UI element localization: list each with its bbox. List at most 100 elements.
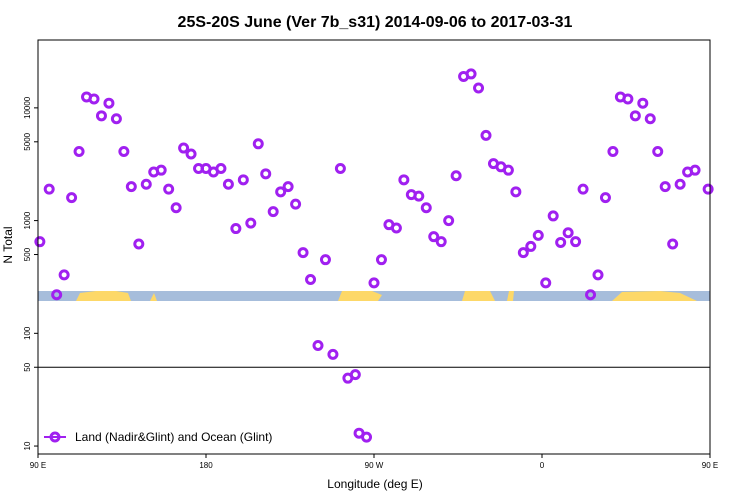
data-point: [110, 113, 122, 125]
data-point: [607, 146, 619, 158]
data-point: [547, 210, 559, 222]
data-point: [629, 110, 641, 122]
data-point: [390, 222, 402, 234]
x-tick-label: 0: [540, 461, 545, 470]
data-point: [133, 238, 145, 250]
data-point: [125, 181, 137, 193]
data-point: [327, 348, 339, 360]
data-point: [368, 277, 380, 289]
data-point: [420, 202, 432, 214]
data-point: [577, 183, 589, 195]
data-point: [103, 97, 115, 109]
data-point: [178, 142, 190, 154]
data-point: [312, 339, 324, 351]
data-point: [428, 231, 440, 243]
data-point: [334, 162, 346, 174]
data-point: [562, 227, 574, 239]
data-point: [275, 186, 287, 198]
data-point: [375, 254, 387, 266]
data-point: [163, 183, 175, 195]
data-point: [95, 110, 107, 122]
land-region: [76, 291, 131, 301]
data-point: [644, 113, 656, 125]
data-point: [290, 198, 302, 210]
land-ocean-map-strip: [38, 291, 710, 301]
data-point: [185, 148, 197, 160]
data-point: [465, 68, 477, 80]
land-region: [462, 291, 495, 301]
data-point: [443, 215, 455, 227]
data-point: [282, 181, 294, 193]
x-axis: 90 E 180 90 W 0 90 E: [30, 454, 718, 470]
data-point: [570, 236, 582, 248]
data-point: [319, 254, 331, 266]
data-point: [66, 192, 78, 204]
land-region: [338, 291, 382, 301]
data-point: [652, 146, 664, 158]
data-point: [43, 183, 55, 195]
data-point: [592, 269, 604, 281]
data-points: [34, 68, 714, 443]
data-point: [140, 178, 152, 190]
x-tick-label: 90 W: [365, 461, 384, 470]
legend: Land (Nadir&Glint) and Ocean (Glint): [44, 430, 272, 444]
data-point: [88, 93, 100, 105]
y-tick-label: 5000: [23, 132, 32, 150]
data-point: [510, 186, 522, 198]
data-point: [702, 183, 714, 195]
y-tick-label: 100: [23, 326, 32, 340]
data-point: [525, 240, 537, 252]
chart-title: 25S-20S June (Ver 7b_s31) 2014-09-06 to …: [178, 14, 573, 31]
data-point: [51, 289, 63, 301]
data-point: [473, 82, 485, 94]
data-point: [361, 431, 373, 443]
y-tick-label: 10000: [23, 96, 32, 119]
data-point: [267, 206, 279, 218]
data-point: [599, 192, 611, 204]
data-point: [237, 174, 249, 186]
data-point: [73, 146, 85, 158]
data-point: [230, 223, 242, 235]
data-point: [674, 178, 686, 190]
data-point: [349, 369, 361, 381]
data-point: [305, 274, 317, 286]
data-point: [155, 164, 167, 176]
data-point: [297, 247, 309, 259]
data-point: [659, 181, 671, 193]
data-point: [245, 217, 257, 229]
data-point: [480, 129, 492, 141]
y-tick-label: 500: [23, 247, 32, 261]
data-point: [555, 236, 567, 248]
data-point: [637, 97, 649, 109]
data-point: [58, 269, 70, 281]
legend-label: Land (Nadir&Glint) and Ocean (Glint): [75, 430, 272, 444]
data-point: [260, 168, 272, 180]
data-point: [170, 202, 182, 214]
x-tick-label: 90 E: [30, 461, 46, 470]
land-region: [150, 293, 157, 301]
data-point: [585, 289, 597, 301]
land-region: [612, 291, 697, 301]
data-point: [34, 236, 46, 248]
x-tick-label: 90 E: [702, 461, 718, 470]
data-point: [252, 138, 264, 150]
y-tick-label: 1000: [23, 211, 32, 229]
data-point: [502, 164, 514, 176]
data-point: [398, 174, 410, 186]
land-region: [507, 291, 514, 301]
legend-marker: [49, 431, 61, 443]
data-point: [517, 247, 529, 259]
x-tick-label: 180: [199, 461, 213, 470]
y-axis: 1000 5000 10000 500 10 50 100: [23, 96, 38, 450]
data-point: [689, 164, 701, 176]
data-point: [532, 229, 544, 241]
y-tick-label: 50: [23, 362, 32, 371]
data-point: [118, 146, 130, 158]
y-tick-label: 10: [23, 441, 32, 450]
y-axis-label: N Total: [1, 226, 15, 263]
data-point: [450, 170, 462, 182]
data-point: [667, 238, 679, 250]
data-point: [215, 162, 227, 174]
data-point: [435, 236, 447, 248]
